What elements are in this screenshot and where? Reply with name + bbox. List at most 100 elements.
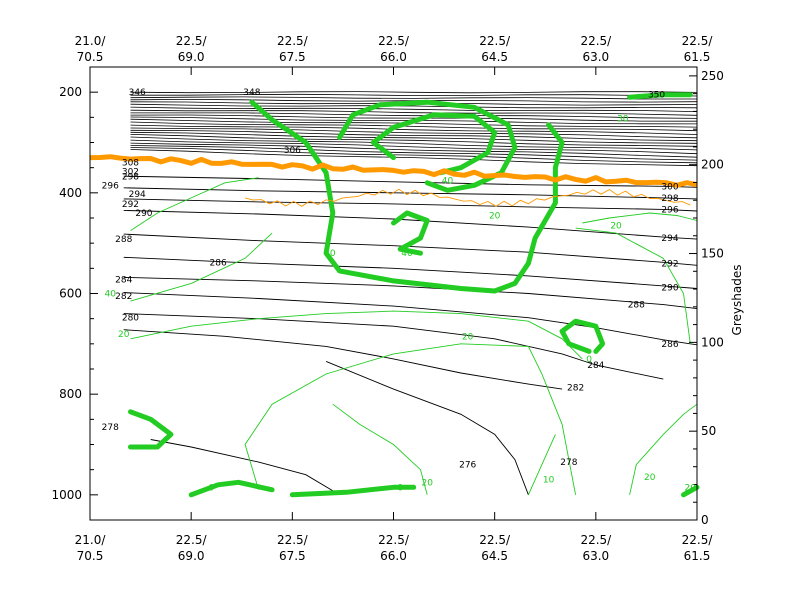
isentrope-line [150, 439, 340, 496]
x-tick-label-bottom-lat: 22.5/ [176, 533, 208, 547]
isentrope-strat-line [130, 114, 698, 122]
x-tick-label-bottom-lat: 21.0/ [75, 533, 107, 547]
isentrope-strat-line [130, 134, 698, 147]
x-tick-label-bottom-lat: 22.5/ [580, 533, 612, 547]
isentrope-line [123, 329, 563, 390]
isentrope-label: 296 [661, 205, 678, 215]
isentrope-strat-line [130, 127, 698, 139]
isentrope-label: 288 [115, 235, 132, 245]
isentrope-strat-line [130, 131, 698, 144]
wind-label: 20 [489, 211, 501, 221]
isentrope-label: 290 [135, 209, 152, 219]
isentrope-strat-line [130, 103, 698, 109]
x-tick-label-top-lon: 64.5 [481, 50, 508, 64]
wind-label: 20 [421, 478, 433, 488]
wind-contour-thick [681, 484, 700, 498]
isentrope-label: 308 [122, 159, 139, 169]
isentrope-contours [123, 91, 698, 496]
isentrope-label: 278 [102, 423, 119, 433]
tropopause-thin [244, 188, 691, 207]
y-left-tick-label: 400 [59, 186, 82, 200]
y-axis-right-label: Greyshades [730, 265, 744, 336]
isentrope-label: 346 [129, 88, 146, 98]
x-tick-label-bottom-lon: 61.5 [684, 549, 711, 563]
isentrope-label: 350 [648, 91, 665, 101]
x-tick-label-bottom-lat: 22.5/ [277, 533, 309, 547]
isentrope-line [123, 292, 698, 346]
y-left-tick-label: 600 [59, 287, 82, 301]
x-tick-label-top-lon: 67.5 [279, 50, 306, 64]
isentrope-label: 280 [122, 314, 139, 324]
isentrope-label: 282 [567, 384, 584, 394]
wind-contour-thick [370, 112, 498, 176]
isentrope-label: 282 [115, 292, 132, 302]
isentrope-label: 286 [661, 340, 678, 350]
y-right-tick-label: 150 [701, 247, 724, 261]
isentrope-strat-line [130, 96, 697, 100]
wind-contour-thick [128, 409, 174, 450]
wind-contour-thick [337, 99, 518, 193]
isentrope-label: 298 [661, 194, 678, 204]
tropopause-lines [89, 154, 698, 207]
isentrope-label: 294 [661, 234, 678, 244]
x-tick-label-top-lon: 61.5 [684, 50, 711, 64]
isentrope-strat-line [130, 129, 698, 142]
x-tick-label-top-lat: 22.5/ [682, 34, 714, 48]
wind-contour-thin [332, 403, 428, 495]
wind-label: 40 [105, 290, 117, 300]
x-tick-label-top-lat: 22.5/ [277, 34, 309, 48]
wind-contour-thick [188, 479, 275, 498]
wind-label: 0 [209, 483, 215, 493]
isentrope-strat-line [130, 145, 698, 161]
wind-label: 10 [543, 476, 555, 486]
wind-contour-thin [582, 212, 698, 224]
wind-contour-thick [391, 210, 430, 256]
y-right-tick-label: 100 [701, 335, 724, 349]
wind-label: 0 [330, 249, 336, 259]
x-tick-label-top-lon: 66.0 [380, 50, 407, 64]
x-tick-label-top-lon: 70.5 [77, 50, 104, 64]
isentrope-strat-line [130, 149, 698, 167]
isentrope-label: 298 [122, 173, 139, 183]
isentrope-strat-line [130, 112, 698, 119]
isentrope-label: 348 [243, 88, 260, 98]
x-tick-label-bottom-lat: 22.5/ [682, 533, 714, 547]
isentrope-label: 306 [284, 146, 301, 156]
wind-label: 0 [397, 483, 403, 493]
isentrope-strat-line [130, 91, 698, 94]
isentrope-label: 288 [628, 301, 645, 311]
wind-label: 20 [462, 332, 474, 342]
isentrope-strat-line [130, 147, 698, 164]
wind-contour-thick [559, 318, 606, 354]
wind-label: 20 [118, 330, 130, 340]
isentrope-line [123, 187, 698, 200]
isentrope-line [325, 360, 529, 495]
isentrope-label: 284 [587, 361, 604, 371]
x-tick-label-bottom-lon: 66.0 [380, 549, 407, 563]
x-tick-label-bottom-lon: 63.0 [582, 549, 609, 563]
isentrope-label: 302 [122, 168, 139, 178]
isentrope-strat-line [130, 142, 698, 158]
isentrope-label: 300 [661, 182, 678, 192]
isentrope-label: 292 [661, 259, 678, 269]
isentrope-strat-line [130, 139, 698, 155]
axes: 21.0/70.5 21.0/70.5 22.5/69.0 22.5/69.0 22.5… [51, 34, 723, 563]
x-tick-label-bottom-lon: 64.5 [481, 549, 508, 563]
contour-labels: 346 348 3503063083022982962942922902882862… [102, 88, 697, 493]
isentrope-label: 290 [661, 283, 678, 293]
wind-contour-thin [527, 434, 556, 495]
y-left-tick-label: 800 [59, 387, 82, 401]
x-tick-label-top-lon: 69.0 [178, 50, 205, 64]
wind-contour-thin [130, 177, 259, 231]
y-right-tick-label: 50 [701, 424, 716, 438]
wind-label: 20 [610, 222, 622, 232]
x-tick-label-bottom-lon: 67.5 [279, 549, 306, 563]
x-tick-label-top-lat: 22.5/ [378, 34, 410, 48]
x-tick-label-bottom-lon: 70.5 [77, 549, 104, 563]
isentrope-label: 278 [560, 458, 577, 468]
isentrope-strat-line [130, 93, 698, 97]
y-right-tick-label: 200 [701, 158, 724, 172]
wind-contours [128, 92, 700, 498]
x-tick-label-bottom-lat: 22.5/ [479, 533, 511, 547]
